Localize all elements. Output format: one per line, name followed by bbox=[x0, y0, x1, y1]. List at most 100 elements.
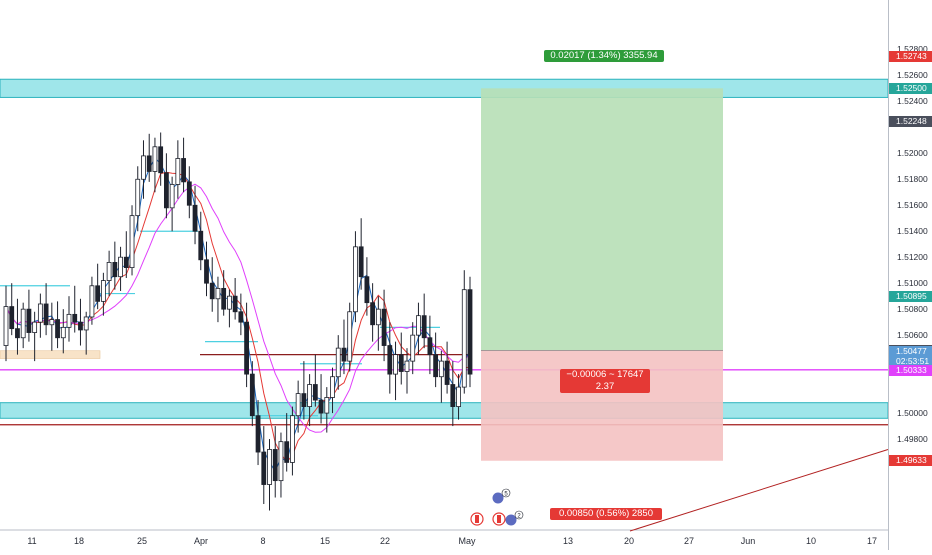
price-tag: 1.52248 bbox=[889, 115, 932, 127]
x-tick-label: 10 bbox=[805, 536, 817, 546]
price-tag: 1.50333 bbox=[889, 364, 932, 376]
candle-body bbox=[438, 360, 444, 378]
moving-average-line bbox=[5, 183, 471, 433]
y-tick-label: 1.52000 bbox=[897, 148, 928, 159]
candle-body bbox=[318, 399, 324, 414]
candle-body bbox=[175, 158, 181, 185]
candle-body bbox=[43, 303, 49, 326]
candle-body bbox=[118, 256, 123, 278]
candle-body bbox=[198, 230, 204, 261]
candle-body bbox=[221, 287, 227, 310]
candle-body bbox=[89, 285, 95, 318]
candle-body bbox=[106, 262, 112, 281]
x-tick-label: Jun bbox=[740, 536, 756, 546]
candle-body bbox=[261, 451, 267, 485]
x-tick-label: 15 bbox=[319, 536, 331, 546]
candle-body bbox=[72, 313, 78, 323]
candle-body bbox=[375, 308, 381, 326]
y-tick-label: 1.52400 bbox=[897, 96, 928, 107]
demand-box bbox=[0, 350, 101, 359]
candle-body bbox=[169, 184, 175, 209]
long-position-tool[interactable]: 52 bbox=[470, 88, 723, 527]
candle-body bbox=[301, 393, 307, 407]
y-tick-label: 1.51000 bbox=[897, 278, 928, 289]
candle-body bbox=[123, 256, 129, 268]
event-badge: 2 bbox=[504, 510, 524, 527]
price-tag: 1.50895 bbox=[889, 291, 932, 303]
candle-body bbox=[450, 384, 456, 407]
candle-body bbox=[444, 360, 450, 385]
candle-body bbox=[398, 354, 404, 372]
flag-icon bbox=[491, 491, 505, 505]
candle-body bbox=[227, 295, 232, 310]
candle-body bbox=[238, 311, 244, 323]
candle-body bbox=[135, 178, 141, 217]
y-tick-label: 1.52600 bbox=[897, 70, 928, 81]
candle-body bbox=[255, 415, 261, 453]
candle-body bbox=[55, 319, 60, 339]
candle-body bbox=[295, 393, 301, 417]
candle-body bbox=[32, 321, 38, 333]
candle-body bbox=[78, 321, 83, 331]
candle-body bbox=[312, 384, 318, 401]
candle-body bbox=[9, 306, 15, 330]
trend-line bbox=[629, 448, 889, 532]
x-tick-label: 18 bbox=[73, 536, 85, 546]
y-tick-label: 1.50000 bbox=[897, 408, 928, 419]
candle-body bbox=[215, 287, 221, 300]
moving-averages bbox=[5, 157, 471, 473]
canada-flag-mark bbox=[475, 515, 479, 523]
candle-body bbox=[433, 354, 439, 378]
candle-body bbox=[353, 246, 358, 313]
candle-body bbox=[324, 397, 330, 414]
candle-body bbox=[163, 172, 169, 209]
candle-body bbox=[112, 262, 118, 278]
candle-body bbox=[393, 354, 398, 375]
candle-body bbox=[66, 313, 72, 328]
stop-label: 0.00850 (0.56%) 2850 bbox=[550, 508, 662, 520]
loss-zone bbox=[481, 350, 723, 461]
support-zone bbox=[0, 402, 889, 419]
candle-body bbox=[416, 315, 421, 336]
x-tick-label: 17 bbox=[866, 536, 878, 546]
x-tick-label: 27 bbox=[683, 536, 695, 546]
candle-body bbox=[364, 276, 370, 304]
badge-count-bg bbox=[514, 510, 524, 520]
badge-count: 2 bbox=[517, 514, 521, 520]
profit-zone bbox=[481, 88, 723, 351]
candle-body bbox=[387, 345, 393, 375]
price-axis[interactable]: 1.52800 1.52600 1.52400 1.52000 1.51800 1.516… bbox=[888, 0, 932, 550]
candle-body bbox=[358, 246, 364, 278]
candle-body bbox=[146, 155, 152, 172]
price-tag: 02:53:51 bbox=[889, 355, 932, 367]
price-tag: 1.52500 bbox=[889, 82, 932, 94]
candle-body bbox=[15, 328, 20, 339]
grid bbox=[0, 48, 892, 531]
candle-body bbox=[249, 373, 255, 417]
candle-body bbox=[330, 376, 335, 398]
x-tick-label: 25 bbox=[136, 536, 148, 546]
candle-body bbox=[272, 449, 278, 482]
candle-body bbox=[467, 289, 473, 375]
candle-body bbox=[244, 321, 249, 375]
badge-count-bg bbox=[501, 488, 511, 498]
y-tick-label: 1.51600 bbox=[897, 200, 928, 211]
open-pl-label: −0.00006 ~ 17647 2.37 bbox=[560, 369, 650, 393]
candle-body bbox=[307, 384, 313, 407]
candle-body bbox=[152, 146, 158, 172]
candle-body bbox=[37, 303, 43, 323]
price-tag: 1.52743 bbox=[889, 51, 932, 63]
candle-body bbox=[232, 295, 238, 313]
x-tick-label: 13 bbox=[562, 536, 574, 546]
candle-body bbox=[186, 181, 192, 206]
y-tick-label: 1.52800 bbox=[897, 44, 928, 55]
drawings bbox=[0, 230, 889, 532]
candle-body bbox=[335, 347, 341, 378]
candle-body bbox=[83, 316, 89, 331]
y-tick-label: 1.50800 bbox=[897, 304, 928, 315]
candle-body bbox=[100, 280, 106, 302]
candle-body bbox=[204, 259, 209, 284]
candle-body bbox=[209, 282, 215, 300]
